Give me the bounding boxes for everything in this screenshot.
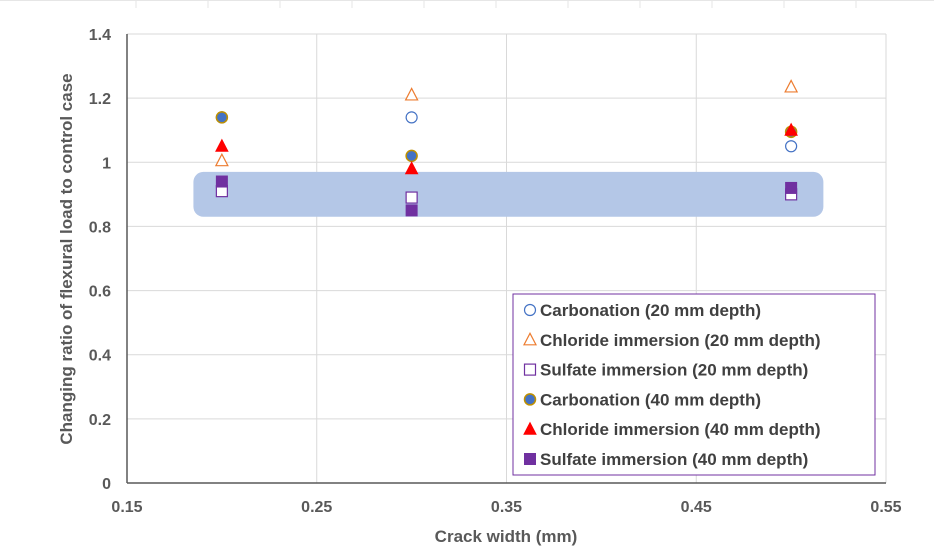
y-tick-label: 0.6 (89, 284, 111, 301)
y-tick-label: 1 (102, 155, 111, 172)
top-border-decoration (0, 0, 934, 8)
series-6 (215, 175, 798, 217)
y-tick-label: 1.4 (89, 27, 111, 44)
x-tick-label: 0.25 (301, 499, 332, 516)
y-tick-label: 1.2 (89, 91, 111, 108)
x-tick-label: 0.55 (870, 499, 901, 516)
y-tick-label: 0.2 (89, 412, 111, 429)
legend-label: Carbonation (40 mm depth) (540, 390, 761, 409)
x-axis-title: Crack width (mm) (435, 527, 578, 546)
data-point (405, 204, 418, 217)
legend-box (512, 293, 876, 476)
data-point (784, 79, 799, 93)
data-point (405, 111, 418, 124)
y-axis-title: Changing ratio of flexural load to contr… (57, 73, 76, 444)
tick-labels: 0 0.2 0.4 0.6 0.8 1 1.2 1.4 0.15 0.25 0.35 0.45 0.55 (89, 27, 902, 516)
data-point (215, 175, 228, 188)
y-tick-label: 0.8 (89, 219, 111, 236)
legend-marker (523, 363, 537, 376)
axes (126, 34, 886, 484)
legend-marker (523, 421, 537, 435)
data-point (405, 191, 418, 204)
data-point (404, 87, 419, 101)
legend-label: Sulfate immersion (40 mm depth) (540, 450, 808, 469)
data-point (405, 149, 418, 163)
data-point (785, 181, 798, 194)
x-tick-label: 0.45 (681, 499, 712, 516)
data-point (404, 161, 419, 175)
highlight-band (193, 171, 824, 217)
legend-label: Sulfate immersion (20 mm depth) (540, 361, 808, 380)
data-point (784, 122, 798, 136)
y-tick-label: 0 (102, 476, 111, 493)
legend-marker (523, 332, 537, 346)
legend-label: Carbonation (20 mm depth) (540, 301, 761, 320)
y-tick-label: 0.4 (89, 348, 111, 365)
x-tick-label: 0.35 (491, 499, 522, 516)
legend-marker (523, 393, 537, 406)
legend-label: Chloride immersion (20 mm depth) (540, 331, 821, 350)
legend: Carbonation (20 mm depth) Chloride immers… (512, 293, 876, 476)
series-2 (214, 79, 799, 167)
data-point (215, 138, 229, 152)
legend-marker (523, 303, 537, 317)
data-point (785, 140, 798, 153)
highlight-band-layer (193, 171, 824, 217)
data-point (215, 111, 229, 124)
data-point (214, 152, 229, 167)
legend-marker (524, 453, 536, 465)
series-5 (215, 122, 798, 175)
legend-label: Chloride immersion (40 mm depth) (540, 420, 821, 439)
data-points (214, 79, 799, 217)
x-tick-label: 0.15 (111, 499, 142, 516)
